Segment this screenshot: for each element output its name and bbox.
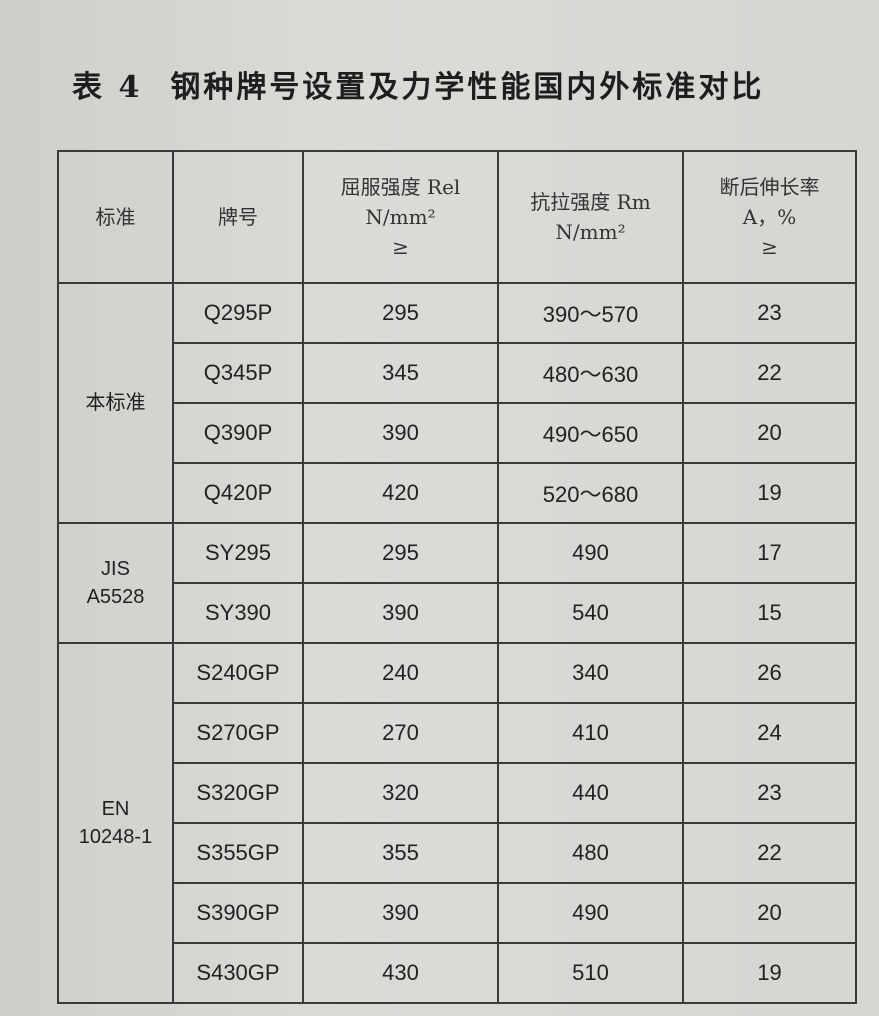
elongation-cell: 20 (682, 402, 857, 464)
standard-cell: JIS A5528 (57, 522, 174, 644)
header-line: 牌号 (218, 205, 258, 229)
tensile-strength-cell: 440 (497, 762, 684, 824)
yield-strength-cell: 390 (302, 402, 499, 464)
yield-strength-cell: 295 (302, 282, 499, 344)
grade-cell: S240GP (172, 642, 304, 704)
standard-cell: EN 10248-1 (57, 642, 174, 1004)
yield-strength-cell: 270 (302, 702, 499, 764)
grade-cell: SY295 (172, 522, 304, 584)
grade-cell: Q390P (172, 402, 304, 464)
grade-cell: S390GP (172, 882, 304, 944)
header-line: ≥ (761, 235, 778, 259)
header-line: 断后伸长率 (719, 175, 820, 199)
elongation-cell: 22 (682, 822, 857, 884)
table-row: EN 10248-1 S240GP 240 340 26 (57, 642, 857, 1004)
yield-strength-cell: 240 (302, 642, 499, 704)
header-tensile-strength: 抗拉强度 Rm N/mm² (497, 150, 684, 284)
standard-cell: 本标准 (57, 282, 174, 524)
header-line: N/mm² (555, 220, 626, 244)
yield-strength-cell: 355 (302, 822, 499, 884)
header-elongation: 断后伸长率 A，% ≥ (682, 150, 857, 284)
header-standard: 标准 (57, 150, 174, 284)
elongation-cell: 23 (682, 282, 857, 344)
tensile-strength-cell: 540 (497, 582, 684, 644)
grade-cell: S320GP (172, 762, 304, 824)
grade-cell: Q295P (172, 282, 304, 344)
elongation-cell: 19 (682, 462, 857, 524)
header-grade: 牌号 (172, 150, 304, 284)
table-row: S270GP 270 410 24 (58, 702, 857, 764)
tensile-strength-cell: 480 (497, 822, 684, 884)
standard-line: 本标准 (85, 392, 146, 414)
standard-line: A5528 (86, 586, 145, 608)
tensile-strength-cell: 490 (497, 522, 684, 584)
table-row: JIS A5528 SY295 295 490 17 (57, 522, 857, 644)
header-line: A，% (742, 205, 797, 229)
header-line: 屈服强度 Rel (340, 175, 461, 199)
table-row: S320GP 320 440 23 (58, 762, 857, 824)
table-row: Q345P 345 480～630 22 (58, 342, 857, 404)
elongation-cell: 19 (682, 942, 857, 1004)
elongation-cell: 23 (682, 762, 857, 824)
grade-cell: Q345P (172, 342, 304, 404)
grade-cell: SY390 (172, 582, 304, 644)
yield-strength-cell: 320 (302, 762, 499, 824)
tensile-strength-cell: 490～650 (497, 402, 684, 464)
header-yield-strength: 屈服强度 Rel N/mm² ≥ (302, 150, 499, 284)
tensile-strength-cell: 510 (497, 942, 684, 1004)
comparison-table: 标准 牌号 屈服强度 Rel N/mm² ≥ 抗拉强度 Rm N/mm² 断后伸长率 A，% ≥ … (57, 150, 857, 1004)
table-number: 表 4 (72, 70, 143, 105)
elongation-cell: 17 (682, 522, 857, 584)
tensile-strength-cell: 340 (497, 642, 684, 704)
yield-strength-cell: 345 (302, 342, 499, 404)
table-caption: 表 4 钢种牌号设置及力学性能国内外标准对比 (72, 62, 764, 106)
grade-cell: S355GP (172, 822, 304, 884)
header-row: 标准 牌号 屈服强度 Rel N/mm² ≥ 抗拉强度 Rm N/mm² 断后伸长率 A，% ≥ (57, 150, 857, 284)
standard-line: EN (101, 798, 130, 820)
table-title: 钢种牌号设置及力学性能国内外标准对比 (170, 70, 765, 105)
standard-line: 10248-1 (78, 826, 153, 848)
header-line: 抗拉强度 Rm (530, 190, 651, 214)
table-row: 本标准 Q295P 295 390～570 23 (57, 282, 857, 524)
tensile-strength-cell: 520～680 (497, 462, 684, 524)
table-row: Q420P 420 520～680 19 (58, 462, 857, 524)
table-row: S390GP 390 490 20 (58, 882, 857, 944)
grade-cell: S430GP (172, 942, 304, 1004)
tensile-strength-cell: 410 (497, 702, 684, 764)
table-row: Q390P 390 490～650 20 (58, 402, 857, 464)
header-line: ≥ (392, 235, 409, 259)
elongation-cell: 20 (682, 882, 857, 944)
elongation-cell: 24 (682, 702, 857, 764)
yield-strength-cell: 295 (302, 522, 499, 584)
standard-line: JIS (101, 558, 130, 580)
yield-strength-cell: 390 (302, 882, 499, 944)
header-line: N/mm² (365, 205, 436, 229)
table-row: S355GP 355 480 22 (58, 822, 857, 884)
yield-strength-cell: 430 (302, 942, 499, 1004)
tensile-strength-cell: 390～570 (497, 282, 684, 344)
header-line: 标准 (95, 205, 136, 229)
elongation-cell: 22 (682, 342, 857, 404)
elongation-cell: 15 (682, 582, 857, 644)
table-row: S430GP 430 510 19 (58, 942, 857, 1004)
elongation-cell: 26 (682, 642, 857, 704)
yield-strength-cell: 420 (302, 462, 499, 524)
grade-cell: Q420P (172, 462, 304, 524)
tensile-strength-cell: 480～630 (497, 342, 684, 404)
tensile-strength-cell: 490 (497, 882, 684, 944)
yield-strength-cell: 390 (302, 582, 499, 644)
grade-cell: S270GP (172, 702, 304, 764)
table-row: SY390 390 540 15 (58, 582, 857, 644)
